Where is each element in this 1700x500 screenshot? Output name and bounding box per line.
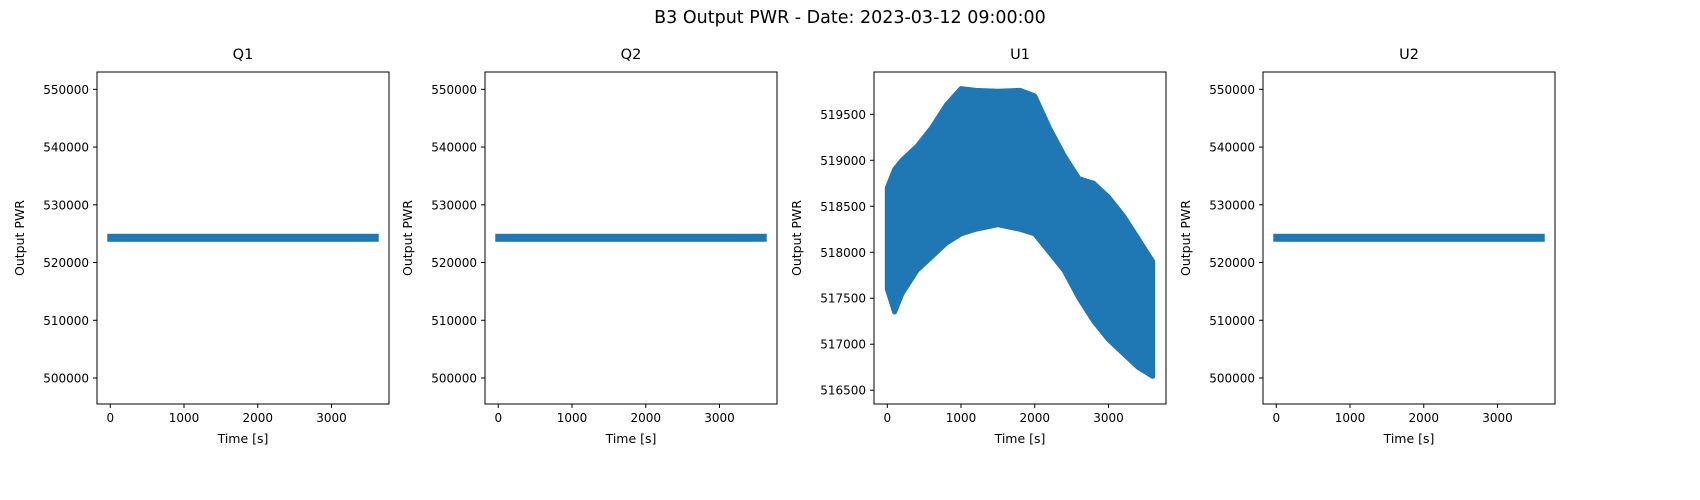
subplot-u1: U1 516500 517000 517500 518000 518500 519000 51… [789, 47, 1167, 446]
y-tick-label: 500000 [1209, 372, 1255, 386]
subplot-title: U2 [1399, 47, 1419, 63]
x-tick-label: 2000 [630, 411, 661, 425]
x-tick-label: 2000 [1408, 411, 1439, 425]
y-tick-label: 530000 [1209, 198, 1255, 212]
subplot-title: Q2 [621, 47, 642, 63]
subplot-title: U1 [1010, 47, 1030, 63]
subplot-q1: Q1 500000 510000 520000 530000 540000 550000 0 1… [12, 47, 390, 446]
x-axis-label: Time [s] [1383, 431, 1435, 446]
scatter-points [495, 233, 767, 242]
subplot-u2: U2 500000 510000 520000 530000 540000 550000 0 1… [1178, 47, 1556, 446]
y-tick-label: 550000 [43, 83, 89, 97]
scatter-cloud [884, 86, 1156, 379]
subplots: Q1 500000 510000 520000 530000 540000 550000 0 1… [12, 47, 1556, 446]
y-tick-label: 500000 [43, 372, 89, 386]
y-axis-label: Output PWR [1178, 200, 1193, 276]
y-tick-label: 520000 [43, 256, 89, 270]
x-tick-label: 2000 [242, 411, 273, 425]
y-tick-label: 510000 [431, 314, 477, 328]
x-tick-label: 2000 [1019, 411, 1050, 425]
y-axis-label: Output PWR [400, 200, 415, 276]
y-tick-label: 530000 [43, 198, 89, 212]
axes-frame [484, 71, 778, 405]
y-tick-label: 516500 [820, 384, 866, 398]
y-tick-label: 530000 [431, 198, 477, 212]
x-tick-label: 0 [883, 411, 891, 425]
y-tick-label: 510000 [43, 314, 89, 328]
y-tick-label: 518000 [820, 246, 866, 260]
y-tick-label: 518500 [820, 200, 866, 214]
subplot-title: Q1 [233, 47, 254, 63]
scatter-points [1273, 233, 1545, 242]
x-tick-label: 3000 [1093, 411, 1124, 425]
axes-frame [1262, 71, 1556, 405]
x-tick-label: 0 [1272, 411, 1280, 425]
x-tick-label: 1000 [1335, 411, 1366, 425]
figure-title: B3 Output PWR - Date: 2023-03-12 09:00:0… [654, 8, 1046, 28]
y-tick-label: 550000 [1209, 83, 1255, 97]
y-tick-label: 517000 [820, 338, 866, 352]
y-tick-label: 520000 [431, 256, 477, 270]
x-tick-label: 3000 [1482, 411, 1513, 425]
x-tick-label: 1000 [169, 411, 200, 425]
y-axis-label: Output PWR [789, 200, 804, 276]
x-tick-label: 3000 [704, 411, 735, 425]
x-axis-label: Time [s] [605, 431, 657, 446]
y-tick-label: 520000 [1209, 256, 1255, 270]
x-tick-label: 0 [106, 411, 114, 425]
y-tick-label: 519000 [820, 154, 866, 168]
y-tick-label: 550000 [431, 83, 477, 97]
axes-frame [96, 71, 390, 405]
x-tick-label: 0 [494, 411, 502, 425]
x-tick-label: 1000 [946, 411, 977, 425]
x-axis-label: Time [s] [994, 431, 1046, 446]
axes-frame [873, 71, 1167, 405]
y-tick-label: 500000 [431, 372, 477, 386]
y-tick-label: 517500 [820, 292, 866, 306]
y-tick-label: 540000 [431, 141, 477, 155]
y-axis-label: Output PWR [12, 200, 27, 276]
x-tick-label: 3000 [316, 411, 347, 425]
y-tick-label: 540000 [43, 141, 89, 155]
y-tick-label: 510000 [1209, 314, 1255, 328]
subplot-q2: Q2 500000 510000 520000 530000 540000 550000 0 1… [400, 47, 778, 446]
scatter-points [107, 233, 379, 242]
y-tick-label: 540000 [1209, 141, 1255, 155]
x-tick-label: 1000 [557, 411, 588, 425]
x-axis-label: Time [s] [217, 431, 269, 446]
y-tick-label: 519500 [820, 108, 866, 122]
